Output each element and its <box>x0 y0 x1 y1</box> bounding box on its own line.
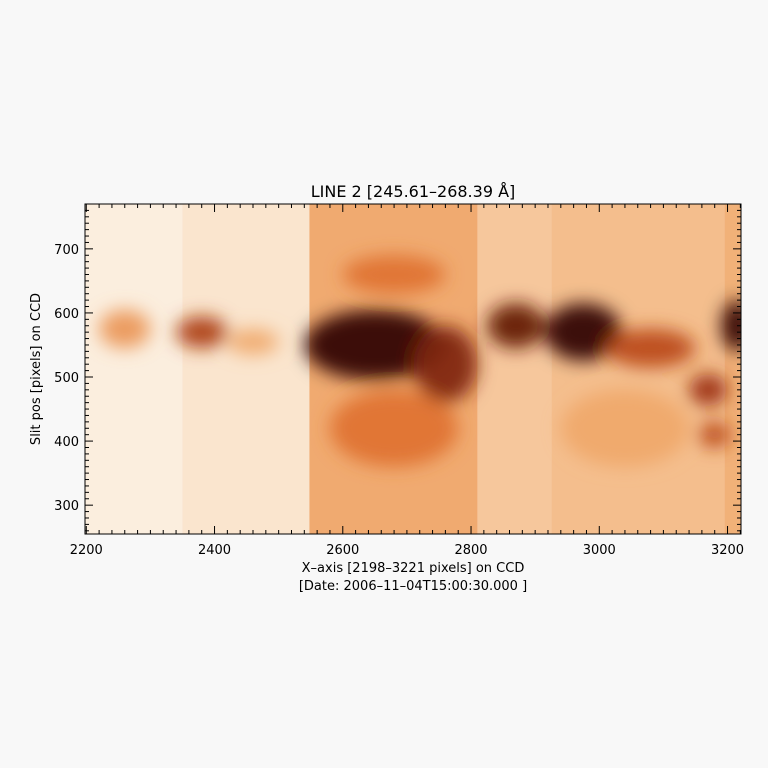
heatmap-column-5 <box>724 204 741 534</box>
heatmap-feature-10 <box>698 421 731 448</box>
heatmap-feature-13 <box>560 389 690 467</box>
heatmap-column-4 <box>551 204 725 534</box>
heatmap-image <box>85 204 741 534</box>
heatmap-feature-4 <box>413 325 478 403</box>
y-tick-label: 600 <box>54 307 79 322</box>
y-tick-label: 500 <box>54 371 79 386</box>
y-tick-label: 400 <box>54 435 79 450</box>
y-tick-label: 300 <box>54 499 79 514</box>
x-tick-label: 2200 <box>70 543 103 558</box>
heatmap-feature-3 <box>304 309 446 381</box>
x-tick-label: 2600 <box>326 543 359 558</box>
heatmap-feature-8 <box>689 373 728 406</box>
x-tick-label: 3200 <box>711 543 744 558</box>
x-axis: 2200 2400 2600 2800 3000 3200 <box>70 204 744 558</box>
heatmap-column-0 <box>85 204 183 534</box>
chart-title: LINE 2 [245.61–268.39 Å] <box>311 182 516 201</box>
heatmap-column-3 <box>477 204 552 534</box>
plot-frame <box>84 203 742 535</box>
heatmap-feature-12 <box>329 389 459 467</box>
x-tick-label: 2400 <box>198 543 231 558</box>
x-axis-label: X–axis [2198–3221 pixels] on CCD <box>302 561 525 576</box>
x-axis-date-label: [Date: 2006–11–04T15:00:30.000 ] <box>299 579 527 594</box>
x-tick-label: 3000 <box>583 543 616 558</box>
y-axis-label: Slit pos [pixels] on CCD <box>29 293 44 445</box>
heatmap-column-1 <box>182 204 310 534</box>
heatmap-features <box>99 255 741 467</box>
heatmap-feature-11 <box>342 255 446 294</box>
heatmap-feature-5 <box>487 303 545 349</box>
heatmap-feature-0 <box>99 309 151 349</box>
x-tick-label: 2800 <box>454 543 487 558</box>
heatmap-feature-1 <box>176 316 228 349</box>
y-axis: 300 400 500 600 700 <box>54 203 741 532</box>
heatmap-feature-6 <box>544 303 622 361</box>
heatmap-feature-2 <box>227 328 279 355</box>
heatmap-feature-7 <box>605 328 696 368</box>
y-tick-label: 700 <box>54 243 79 258</box>
